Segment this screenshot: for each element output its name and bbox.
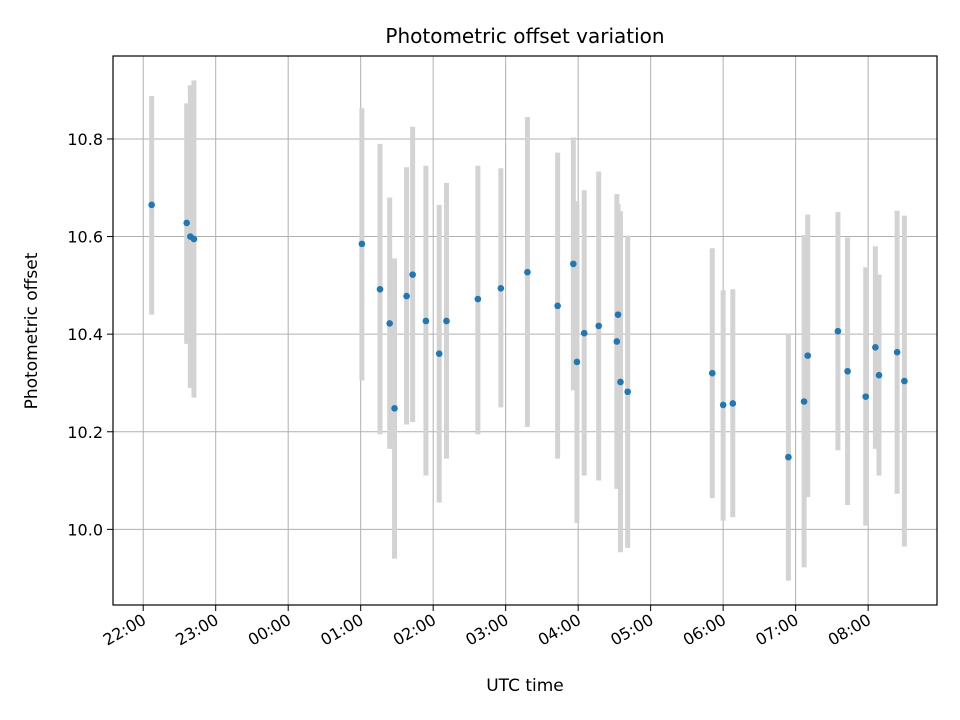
data-point [435,350,443,357]
data-point [785,453,792,461]
data-point [901,377,908,385]
data-point [872,344,879,351]
data-point [190,235,198,243]
x-axis-label: UTC time [486,676,564,696]
data-point [800,398,808,405]
y-tick-label: 10.2 [67,423,103,442]
data-point [862,393,870,400]
data-point [570,260,577,268]
data-point [554,302,561,310]
data-point [474,295,482,303]
data-point [708,369,716,377]
data-point [443,317,450,325]
data-point [403,292,410,300]
data-point [893,348,901,356]
data-point [613,338,621,345]
data-point [422,317,430,325]
data-point [409,271,416,278]
data-point [573,358,581,366]
data-point [844,367,851,375]
y-tick-label: 10.0 [67,520,103,539]
plot-area-frame [112,55,938,606]
data-point [617,378,624,386]
y-tick-label: 10.6 [67,228,103,247]
data-point [719,401,727,409]
y-tick-label: 10.8 [67,130,103,149]
data-point [183,219,191,227]
data-point [148,201,155,209]
chart-title: Photometric offset variation [385,24,664,48]
data-point [497,284,505,292]
data-point [595,322,603,330]
data-point [834,327,842,335]
data-point [376,285,384,293]
data-point [614,311,622,318]
data-point [358,240,366,248]
data-point [391,405,398,412]
y-axis-ticks: 10.0 10.2 10.4 10.6 10.8 [67,130,113,539]
data-point [624,388,631,396]
data-point [875,371,883,379]
data-point [524,268,531,276]
y-tick-label: 10.4 [67,325,103,344]
y-axis-label: Photometric offset [22,252,42,409]
data-point [580,329,588,337]
data-point [386,320,393,327]
data-points [148,201,908,461]
data-point [729,400,737,407]
data-point [804,352,812,359]
